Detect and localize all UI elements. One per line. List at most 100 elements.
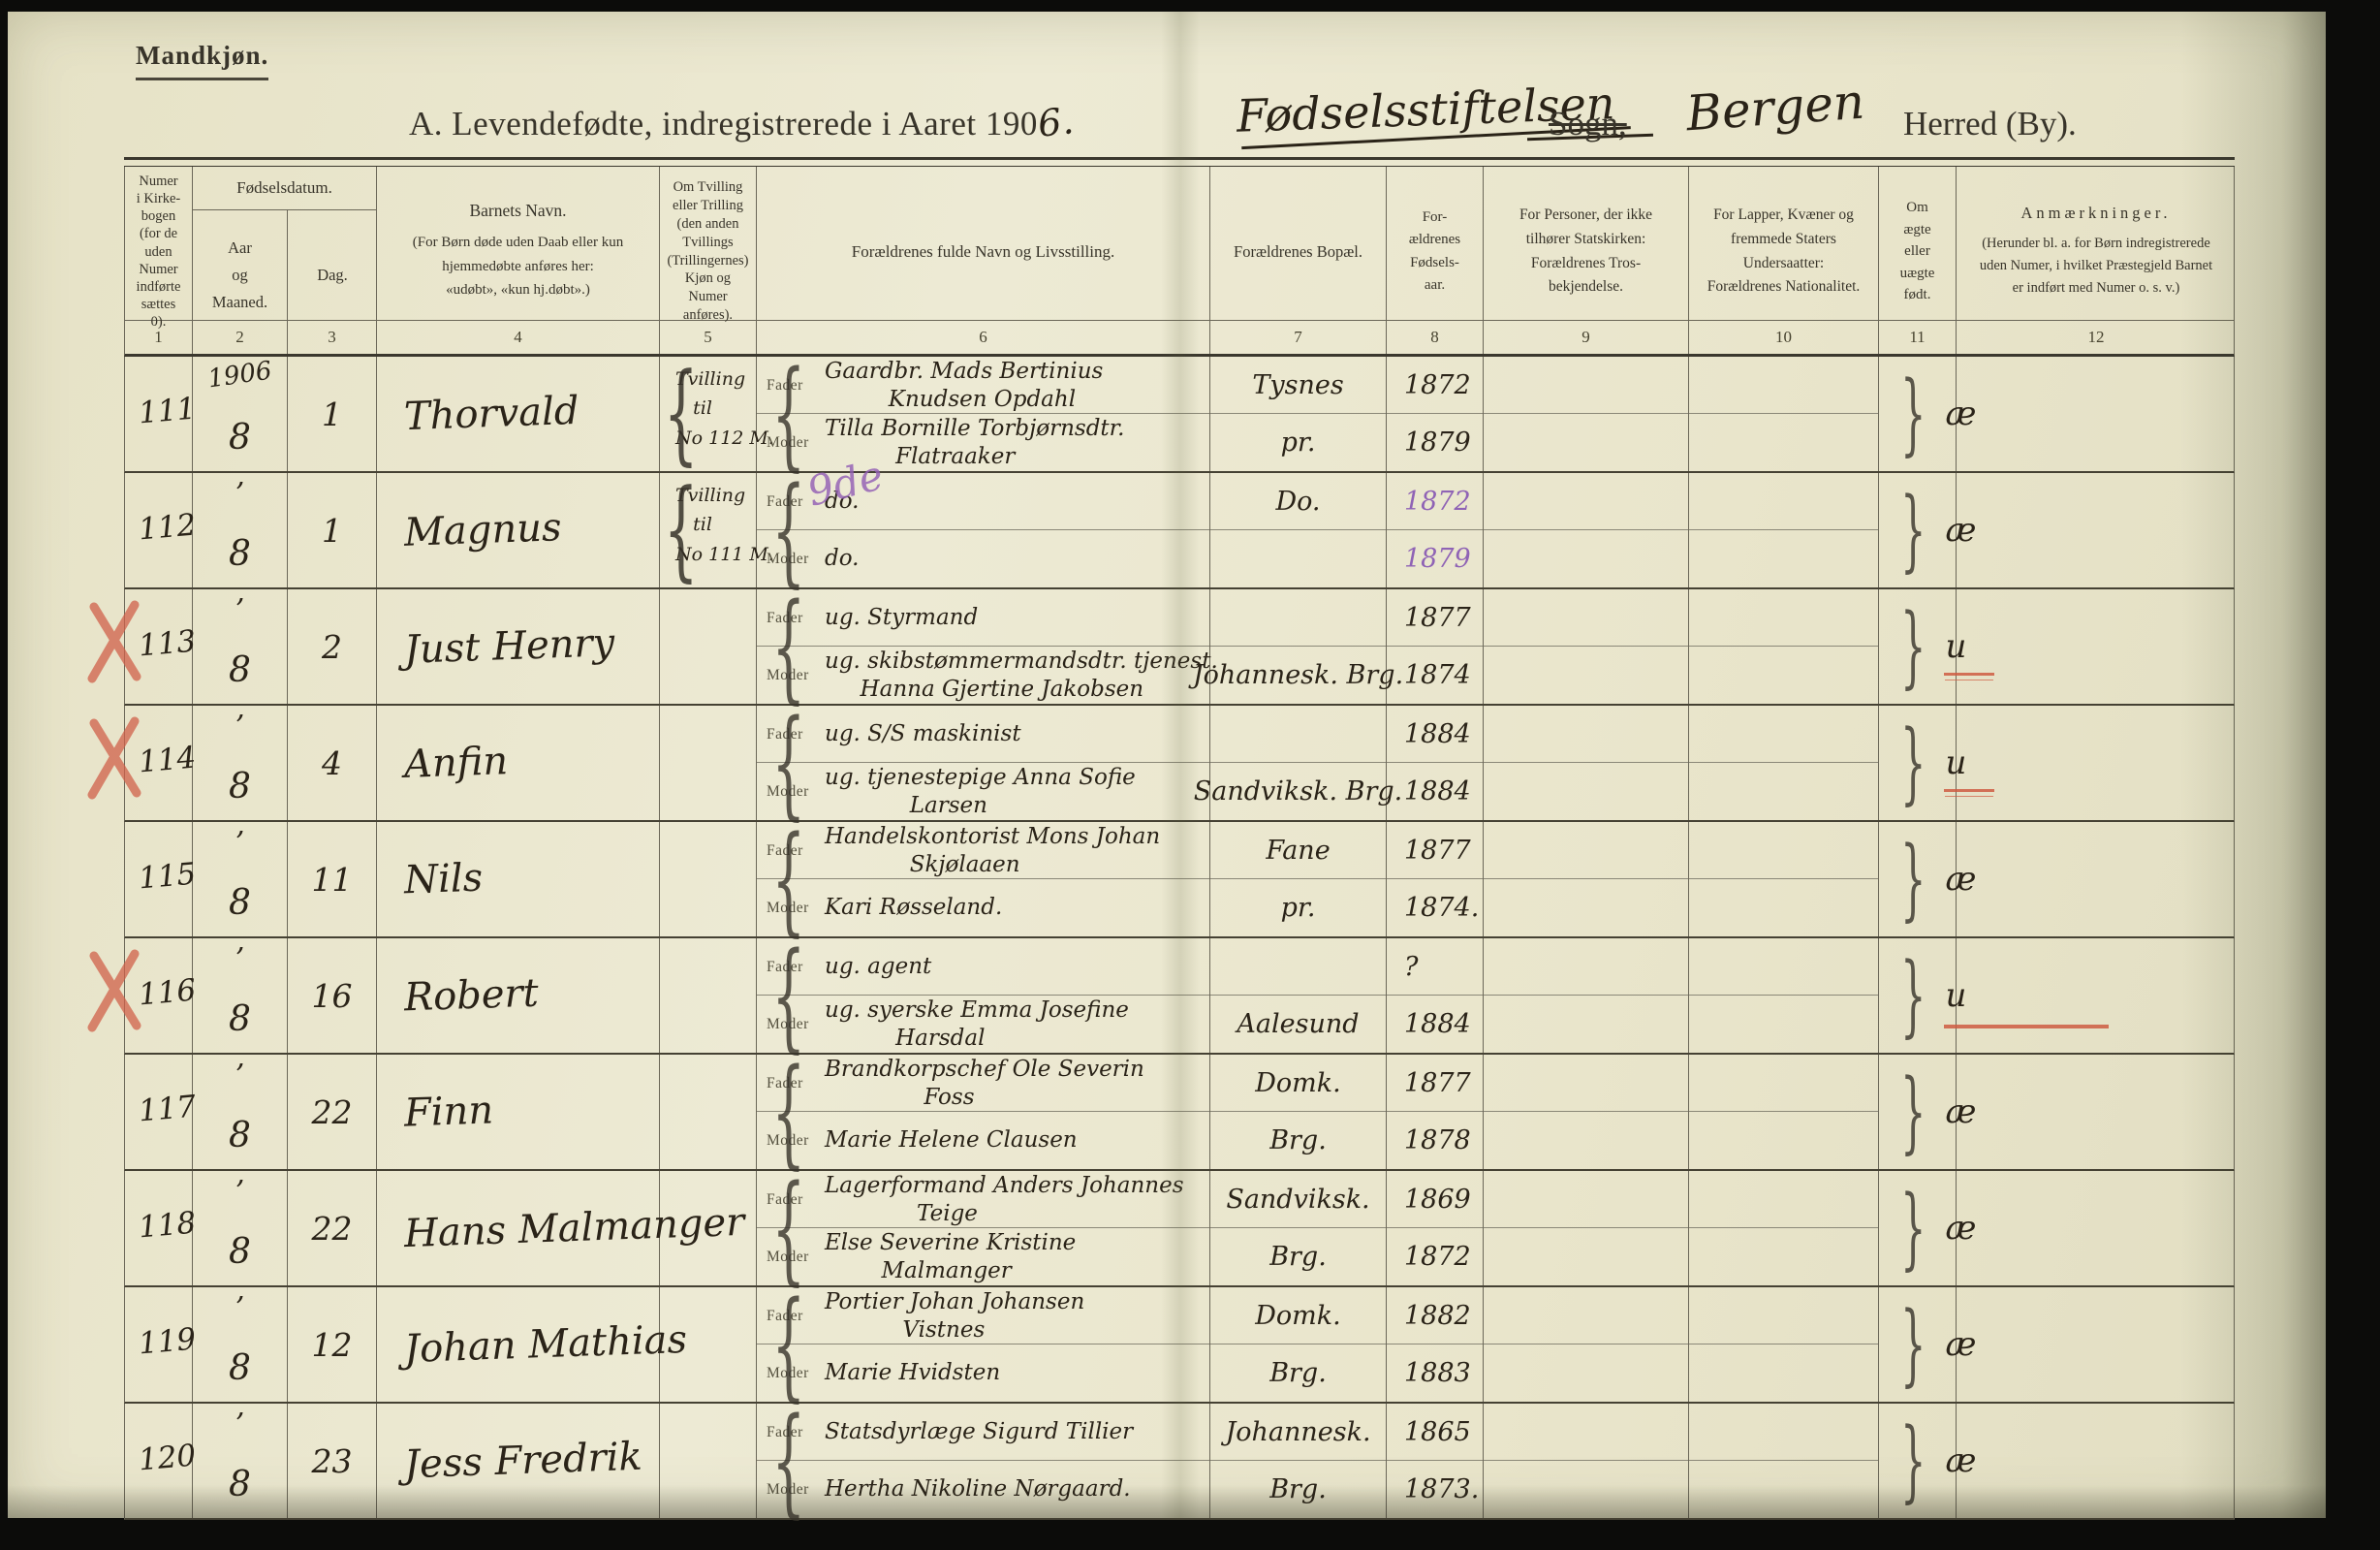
father-name-value: Brandkorpschef Ole Severin Foss — [825, 1056, 1144, 1110]
cell-legitimacy: } æ — [1879, 357, 1977, 471]
legitimacy-value: æ — [1945, 511, 1977, 550]
legitimacy-wrap: u — [1943, 976, 2109, 1028]
father-label: Fader — [767, 1074, 803, 1091]
mother-label: Moder — [767, 666, 809, 683]
legitimacy-wrap: æ — [1946, 1441, 1977, 1480]
father-name-value: ug. S/S maskinist — [825, 721, 1021, 747]
legitimacy-value: u — [1945, 976, 1967, 1015]
cell-day: 11 — [288, 822, 377, 936]
cell-remarks-empty — [1957, 473, 2236, 587]
cell-residence: Johannesk. Brg. — [1193, 589, 1403, 704]
father-name-value: Lagerformand Anders Johannes Teige — [825, 1172, 1184, 1226]
mother-birthyear-value: 1879 — [1404, 544, 1471, 574]
mother-label: Moder — [767, 433, 809, 451]
mother-row: Moder do. — [757, 530, 1209, 587]
father-birthyear-value: 1872 — [1404, 370, 1471, 400]
mother-birthyear-value: 1874 — [1404, 660, 1471, 690]
father-row: Fader Brandkorpschef Ole Severin Foss — [757, 1055, 1209, 1112]
cell-church-number: 119 — [125, 1287, 198, 1402]
twin-note-value: Tvilling til No 111 M. — [675, 485, 774, 565]
cell-child-name: Nils — [377, 822, 660, 936]
cell-nationality-empty — [1689, 1171, 1879, 1285]
mother-row: Moder ug. skibstømmermandsdtr. tjenest. H… — [757, 647, 1218, 704]
cell-nationality-empty — [1689, 589, 1879, 704]
father-birthyear: 1869 — [1387, 1171, 1483, 1228]
mother-birthyear: 1872 — [1387, 1228, 1483, 1285]
residence-top-value: Domk. — [1255, 1301, 1341, 1331]
mother-label: Moder — [767, 1015, 809, 1032]
ledger-page: Mandkjøn. A. Levendefødte, indregistrere… — [8, 12, 2326, 1530]
mother-birthyear: 1879 — [1387, 414, 1483, 471]
year-value: ’ — [235, 942, 245, 976]
parents-brace: { — [771, 461, 806, 599]
child-name-value: Just Henry — [403, 620, 615, 673]
month-value: 8 — [229, 999, 251, 1039]
legitimacy-value: æ — [1945, 395, 1977, 433]
header-year-month: Aar og Maaned. — [193, 210, 288, 337]
cell-birth-years: ? 1884 — [1387, 938, 1484, 1053]
residence-bottom-value: pr. — [1280, 893, 1316, 923]
day-value: 22 — [311, 1092, 353, 1131]
mother-row: Moder Hertha Nikoline Nørgaard. — [757, 1461, 1209, 1518]
residence-bottom: Aalesund — [1210, 996, 1386, 1053]
father-name-value: Portier Johan Johansen Vistnes — [825, 1288, 1085, 1343]
child-name-value: Jess Fredrik — [403, 1434, 643, 1488]
father-birthyear-value: 1882 — [1404, 1301, 1471, 1331]
legitimacy-brace: } — [1900, 1176, 1926, 1280]
cell-religion-empty — [1484, 822, 1689, 936]
child-name-value: Johan Mathias — [403, 1316, 688, 1373]
cell-child-name: Robert — [377, 938, 660, 1053]
cell-parents: {Fader Handelskontorist Mons Johan Skjøla… — [757, 810, 1210, 948]
cell-year-month: ’ 8 — [193, 706, 288, 820]
father-name-value: Handelskontorist Mons Johan Skjølaaen — [825, 823, 1161, 877]
cell-child-name: Thorvald — [377, 357, 660, 471]
cell-religion-empty — [1484, 357, 1689, 471]
residence-bottom: pr. — [1210, 414, 1386, 471]
residence-bottom: pr. — [1210, 879, 1386, 936]
cell-parents: {Fader Lagerformand Anders Johannes Teige… — [757, 1159, 1210, 1297]
cell-remarks-empty — [1957, 938, 2236, 1053]
cell-nationality-empty — [1689, 357, 1879, 471]
father-label: Fader — [767, 376, 803, 394]
cell-day: 1 — [288, 473, 377, 587]
father-birthyear: ? — [1387, 938, 1483, 996]
year-value: ’ — [235, 826, 245, 860]
herred-by-label: Herred (By). — [1903, 105, 2077, 142]
table-row: 113’ 8 2 Just Henry{Fader ug. Styrmand Moder u… — [87, 578, 2235, 715]
cell-religion-empty — [1484, 1171, 1689, 1285]
cell-birth-years: 1869 1872 — [1387, 1171, 1484, 1285]
residence-top: Domk. — [1210, 1287, 1386, 1344]
church-number-value: 113 — [137, 623, 198, 664]
cell-year-month: ’ 8 — [193, 1055, 288, 1169]
cell-day: 4 — [288, 706, 377, 820]
table-row: 114’ 8 4 Anfin{Fader ug. S/S maskinist Moder u… — [87, 694, 2235, 832]
father-name-value: Gaardbr. Mads Bertinius Knudsen Opdahl — [825, 358, 1104, 412]
cell-remarks-empty — [1957, 1055, 2236, 1169]
residence-bottom: Brg. — [1210, 1461, 1386, 1518]
day-value: 1 — [322, 395, 342, 433]
column-number-row: 1 2 3 4 5 6 7 8 9 10 11 12 — [124, 321, 2235, 357]
cell-residence: Domk. Brg. — [1210, 1055, 1387, 1169]
cell-residence: Aalesund — [1210, 938, 1387, 1053]
residence-top-value: Johannesk. — [1225, 1417, 1371, 1447]
mother-row: Moder Else Severine Kristine Malmanger — [757, 1228, 1209, 1285]
red-x-mark — [86, 715, 142, 806]
legitimacy-brace: } — [1900, 1060, 1926, 1163]
cell-year-month: ’ 8 — [193, 938, 288, 1053]
cell-parents: {Fader do. 9de Moder do. — [757, 451, 1210, 599]
father-row: Fader Handelskontorist Mons Johan Skjølaa… — [757, 822, 1209, 879]
table-row: 117’ 8 22 Finn{Fader Brandkorpschef Ole Seve… — [124, 1043, 2236, 1181]
cell-child-name: Just Henry — [377, 589, 660, 704]
mother-birthyear-value: 1883 — [1404, 1358, 1471, 1388]
church-number-value: 112 — [137, 507, 198, 548]
mother-name-value: Marie Hvidsten — [825, 1360, 1001, 1386]
cell-day: 1 — [288, 357, 377, 471]
table-row: 115’ 8 11 Nils{Fader Handelskontorist Mons J… — [124, 810, 2235, 948]
cell-religion-empty — [1484, 589, 1689, 704]
mother-birthyear-value: 1879 — [1404, 427, 1471, 458]
legitimacy-value: æ — [1945, 1092, 1977, 1131]
legitimacy-brace: } — [1900, 362, 1926, 465]
father-row: Fader Lagerformand Anders Johannes Teige — [757, 1171, 1209, 1228]
legitimacy-brace: } — [1900, 1292, 1926, 1396]
cell-legitimacy: } æ — [1879, 1287, 1977, 1402]
